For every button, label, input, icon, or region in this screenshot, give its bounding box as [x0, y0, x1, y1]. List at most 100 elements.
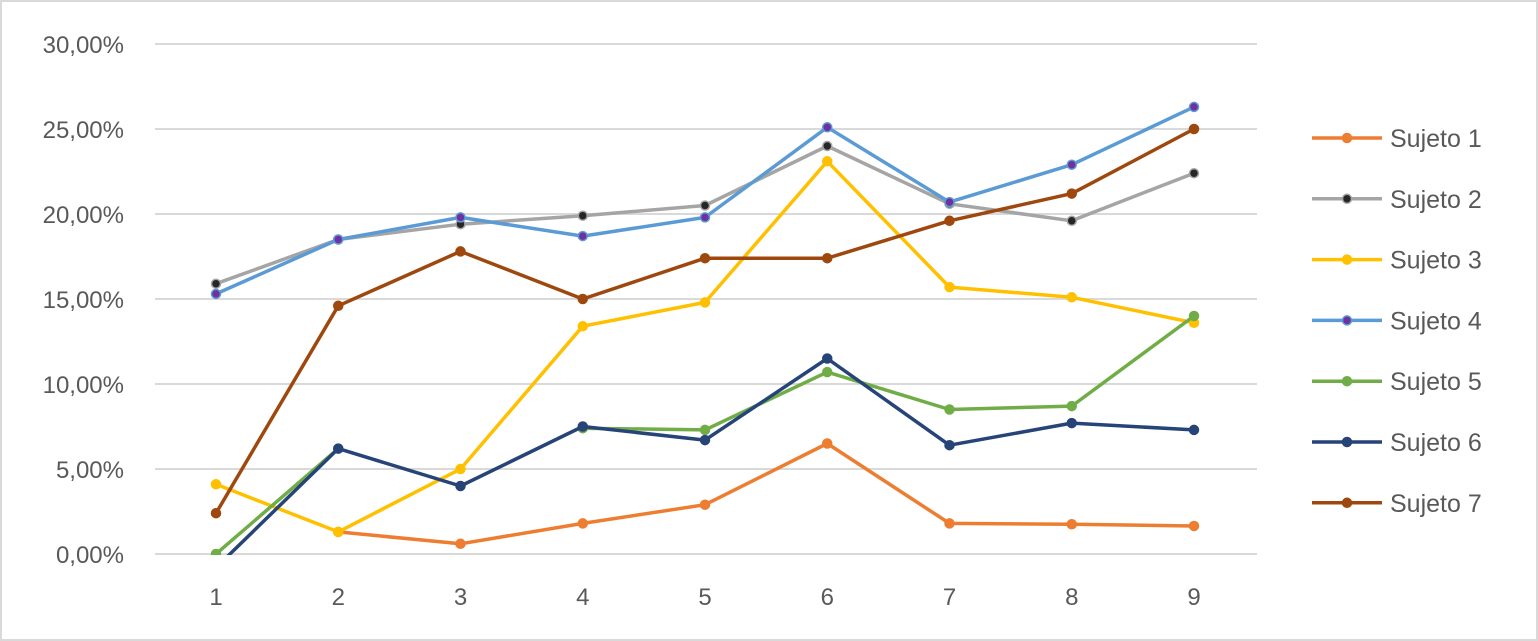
- data-point: [699, 499, 711, 510]
- data-point: [333, 526, 344, 538]
- series-4: [210, 101, 1200, 300]
- data-point: [333, 300, 344, 312]
- data-point: [333, 443, 344, 454]
- data-point: [210, 479, 222, 490]
- data-point: [455, 246, 466, 257]
- data-point: [1188, 424, 1200, 436]
- data-point: [1066, 215, 1077, 227]
- series-line: [336, 441, 1196, 546]
- data-point: [944, 196, 955, 208]
- data-point: [577, 210, 588, 221]
- data-point: [944, 404, 955, 415]
- y-axis-tick-labels: 0,00% 5,00% 10,00% 15,00% 20,00% 25,00% 30,00%: [43, 32, 124, 569]
- data-point: [1188, 520, 1200, 532]
- data-point: [577, 518, 588, 529]
- x-tick-label: 3: [454, 584, 467, 611]
- series-layer: [210, 101, 1200, 572]
- data-point: [699, 200, 711, 211]
- data-point: [822, 366, 833, 378]
- x-tick-label: 2: [332, 584, 345, 611]
- y-tick-label: 25,00%: [43, 117, 124, 144]
- data-point: [699, 297, 711, 308]
- x-tick-label: 7: [943, 584, 956, 611]
- data-point: [455, 463, 466, 475]
- x-tick-label: 1: [209, 584, 222, 611]
- series-line: [581, 314, 1196, 432]
- y-tick-label: 10,00%: [43, 372, 124, 399]
- legend-label: Sujeto 2: [1390, 186, 1482, 214]
- data-point: [212, 563, 221, 572]
- data-point: [577, 230, 588, 242]
- legend-marker: [1341, 132, 1353, 144]
- data-point: [822, 252, 833, 264]
- data-point: [577, 320, 588, 332]
- legend-marker: [1341, 193, 1353, 205]
- legend-marker: [1341, 254, 1353, 265]
- legend-item: Sujeto 4: [1312, 307, 1482, 335]
- y-tick-label: 30,00%: [43, 32, 124, 59]
- data-point: [210, 507, 222, 519]
- data-point: [1188, 167, 1200, 179]
- legend-item: Sujeto 5: [1312, 368, 1482, 396]
- data-point: [333, 234, 344, 245]
- legend-item: Sujeto 1: [1312, 125, 1482, 153]
- series-2: [210, 140, 1200, 289]
- legend-marker: [1341, 497, 1353, 509]
- data-point: [455, 212, 466, 223]
- x-tick-label: 4: [576, 584, 589, 611]
- y-tick-label: 15,00%: [43, 287, 124, 314]
- series-7: [210, 123, 1200, 519]
- data-point: [944, 518, 955, 529]
- data-point: [210, 288, 222, 300]
- series-1: [333, 438, 1200, 550]
- data-point: [822, 438, 833, 449]
- legend-marker: [1341, 375, 1353, 387]
- legend-label: Sujeto 4: [1390, 307, 1482, 335]
- data-point: [1188, 101, 1200, 113]
- legend-item: Sujeto 6: [1312, 429, 1482, 457]
- data-point: [822, 122, 833, 133]
- data-point: [1066, 519, 1077, 530]
- y-tick-label: 0,00%: [56, 542, 124, 569]
- data-point: [210, 278, 222, 289]
- data-point: [1066, 417, 1077, 429]
- x-tick-label: 9: [1187, 584, 1200, 611]
- legend-item: Sujeto 2: [1312, 186, 1482, 214]
- x-tick-label: 6: [821, 584, 834, 611]
- data-point: [1188, 310, 1200, 322]
- data-point: [822, 140, 833, 152]
- data-point: [577, 421, 588, 432]
- data-point: [699, 212, 711, 223]
- data-point: [822, 156, 833, 167]
- legend-label: Sujeto 3: [1390, 247, 1482, 275]
- y-tick-label: 5,00%: [56, 457, 124, 484]
- series-line: [226, 356, 1196, 555]
- legend-label: Sujeto 6: [1390, 429, 1482, 457]
- data-point: [1066, 188, 1077, 199]
- data-point: [699, 424, 711, 436]
- legend-item: Sujeto 7: [1312, 490, 1482, 518]
- y-tick-label: 20,00%: [43, 202, 124, 229]
- data-point: [944, 215, 955, 227]
- legend-item: Sujeto 3: [1312, 247, 1482, 275]
- data-point: [455, 480, 466, 492]
- data-point: [944, 281, 955, 293]
- data-point: [1188, 123, 1200, 135]
- data-point: [822, 353, 833, 364]
- legend-label: Sujeto 5: [1390, 368, 1482, 396]
- legend-label: Sujeto 1: [1390, 125, 1482, 153]
- data-point: [1066, 400, 1077, 412]
- data-point: [577, 293, 588, 305]
- x-tick-label: 5: [698, 584, 711, 611]
- data-point: [455, 538, 466, 550]
- data-point: [699, 252, 711, 264]
- x-tick-label: 8: [1065, 584, 1078, 611]
- legend-label: Sujeto 7: [1390, 490, 1482, 518]
- legend-marker: [1341, 436, 1353, 448]
- data-point: [1066, 159, 1077, 170]
- x-axis-tick-labels: 1 2 3 4 5 6 7 8 9: [209, 584, 1200, 611]
- data-point: [1066, 292, 1077, 303]
- legend-marker: [1341, 315, 1353, 326]
